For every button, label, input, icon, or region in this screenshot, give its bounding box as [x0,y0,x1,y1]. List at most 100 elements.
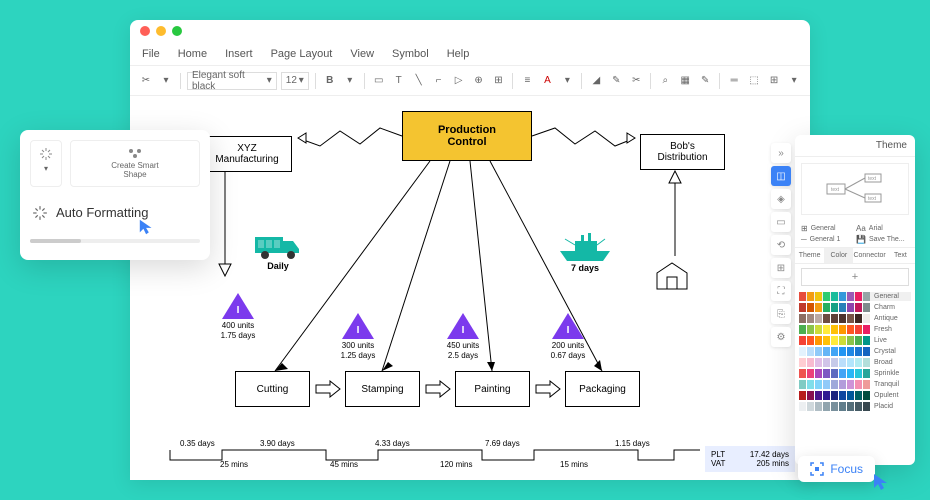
inventory-triangle: I200 units0.67 days [550,311,586,360]
node[interactable]: Cutting [235,371,310,407]
svg-text:text: text [831,187,840,193]
app-window: FileHomeInsertPage LayoutViewSymbolHelp … [130,20,810,480]
palette-row[interactable]: Sprinkle [799,369,911,378]
table-icon[interactable]: ▦ [677,73,693,89]
add-palette-button[interactable]: + [801,268,909,286]
dropdown-icon[interactable]: ▾ [342,73,358,89]
theme-preview: texttexttext [801,163,909,215]
menu-insert[interactable]: Insert [225,48,253,60]
rail-link-icon[interactable]: ⎘ [771,304,791,324]
menu-symbol[interactable]: Symbol [392,48,429,60]
dropdown-icon[interactable]: ▾ [158,73,174,89]
rail-collapse-icon[interactable]: » [771,143,791,163]
theme-tab-text[interactable]: Text [886,248,915,263]
palette-row[interactable]: Antique [799,314,911,323]
pen-icon[interactable]: ✎ [697,73,713,89]
dropdown-icon[interactable]: ▾ [559,73,575,89]
warehouse-icon [655,261,689,291]
cut-icon[interactable]: ✂ [138,73,154,89]
svg-text:I: I [567,325,570,336]
svg-text:text: text [868,176,877,182]
process-arrow-icon [425,380,451,398]
cursor-icon [138,218,156,236]
palette-row[interactable]: Crystal [799,347,911,356]
palette-row[interactable]: Broad [799,358,911,367]
more-icon[interactable]: ▾ [786,73,802,89]
cursor-icon [872,472,892,492]
crop-icon[interactable]: ✂ [628,73,644,89]
theme-opt[interactable]: ⊞General [801,224,854,233]
theme-opt[interactable]: ─General 1 [801,235,854,244]
group-icon[interactable]: ⊞ [491,73,507,89]
theme-opt[interactable]: 💾Save The... [856,235,909,244]
rail-grid-icon[interactable]: ⊞ [771,258,791,278]
rail-layers-icon[interactable]: ◈ [771,189,791,209]
text-icon[interactable]: T [391,73,407,89]
node[interactable]: Production Control [402,111,532,161]
menu-view[interactable]: View [350,48,374,60]
theme-opt[interactable]: AaArial [856,224,909,233]
connector-icon[interactable]: ⌐ [431,73,447,89]
create-shape-label: Create Smart Shape [111,162,159,180]
font-icon[interactable]: A [539,73,555,89]
slider[interactable] [30,239,200,243]
palette-row[interactable]: Live [799,336,911,345]
zoom-icon[interactable]: ⊕ [471,73,487,89]
theme-tab-theme[interactable]: Theme [795,248,824,263]
font-select[interactable]: Elegant soft black▾ [187,72,277,90]
grid-icon[interactable]: ⊞ [766,73,782,89]
paint-icon[interactable]: ✎ [608,73,624,89]
titlebar [130,20,810,42]
color-palettes: General Charm Antique Fresh Live Crystal Broad… [795,290,915,415]
line-icon[interactable]: ╲ [411,73,427,89]
canvas[interactable]: Production Control XYZ Manufacturing Bob's… [130,96,810,480]
sparkle-button[interactable]: ▾ [30,140,62,187]
truck-icon: Daily [255,231,301,271]
focus-button[interactable]: Focus [798,456,875,482]
rail-settings-icon[interactable]: ⚙ [771,327,791,347]
node[interactable]: Packaging [565,371,640,407]
palette-row[interactable]: Placid [799,402,911,411]
svg-text:I: I [357,325,360,336]
layer-icon[interactable]: ⬚ [746,73,762,89]
rail-history-icon[interactable]: ⟲ [771,235,791,255]
palette-row[interactable]: Charm [799,303,911,312]
theme-tab-color[interactable]: Color [824,248,853,263]
auto-formatting-button[interactable]: Auto Formatting [30,199,200,227]
palette-row[interactable]: General [799,292,911,301]
menu-file[interactable]: File [142,48,160,60]
maximize-dot[interactable] [172,26,182,36]
palette-row[interactable]: Fresh [799,325,911,334]
node[interactable]: Stamping [345,371,420,407]
rail-theme-icon[interactable]: ◫ [771,166,791,186]
timeline: 0.35 days3.90 days4.33 days7.69 days1.15… [160,442,720,472]
theme-tabs: ThemeColorConnectorText [795,247,915,264]
inventory-triangle: I400 units1.75 days [220,291,256,340]
toolbar: ✂ ▾ Elegant soft black▾ 12▾ B ▾ ▭ T ╲ ⌐ … [130,66,810,96]
rect-icon[interactable]: ▭ [371,73,387,89]
rail-expand-icon[interactable]: ⛶ [771,281,791,301]
bold-icon[interactable]: B [322,73,338,89]
node[interactable]: Bob's Distribution [640,134,725,170]
menu-help[interactable]: Help [447,48,470,60]
node[interactable]: XYZ Manufacturing [202,136,292,172]
menu-page-layout[interactable]: Page Layout [271,48,333,60]
process-arrow-icon [535,380,561,398]
rail-page-icon[interactable]: ▭ [771,212,791,232]
size-select[interactable]: 12▾ [281,72,309,90]
close-dot[interactable] [140,26,150,36]
palette-row[interactable]: Opulent [799,391,911,400]
pointer-icon[interactable]: ▷ [451,73,467,89]
node[interactable]: Painting [455,371,530,407]
search-icon[interactable]: ⌕ [657,73,673,89]
palette-row[interactable]: Tranquil [799,380,911,389]
fill-icon[interactable]: ◢ [588,73,604,89]
inventory-triangle: I450 units2.5 days [445,311,481,360]
align-icon[interactable]: ≡ [519,73,535,89]
theme-tab-connector[interactable]: Connector [853,248,885,263]
create-smart-shape-button[interactable]: Create Smart Shape [70,140,200,187]
minimize-dot[interactable] [156,26,166,36]
distribute-icon[interactable]: ═ [726,73,742,89]
menu-home[interactable]: Home [178,48,207,60]
focus-label: Focus [830,462,863,476]
